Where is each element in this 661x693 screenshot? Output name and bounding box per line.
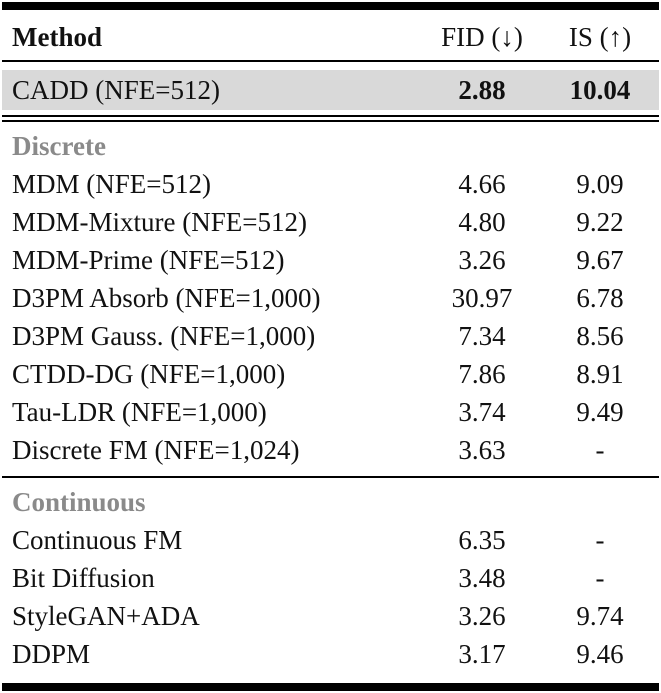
table-row: Bit Diffusion 3.48 - (2, 560, 659, 598)
spacer (2, 62, 659, 70)
table-row: CTDD-DG (NFE=1,000) 7.86 8.91 (2, 356, 659, 394)
is-cell: 6.78 (576, 283, 624, 313)
fid-cell: 7.86 (458, 359, 506, 389)
table-row: MDM-Prime (NFE=512) 3.26 9.67 (2, 242, 659, 280)
fid-cell: 6.35 (458, 525, 506, 555)
column-header-method: Method (12, 22, 102, 52)
fid-cell: 4.66 (458, 169, 506, 199)
header-rule (2, 60, 659, 62)
method-cell: StyleGAN+ADA (12, 601, 200, 631)
double-rule-bottom (2, 119, 659, 122)
method-cell: Discrete FM (NFE=1,024) (12, 435, 300, 465)
fid-cell: 3.63 (458, 435, 506, 465)
fid-cell: 3.17 (458, 639, 506, 669)
section-rule (2, 475, 659, 478)
section-discrete: Discrete MDM (NFE=512) 4.66 9.09 MDM-Mix… (2, 122, 659, 476)
table-row: MDM (NFE=512) 4.66 9.09 (2, 166, 659, 204)
method-cell: D3PM Absorb (NFE=1,000) (12, 283, 321, 313)
table-row: DDPM 3.17 9.46 (2, 636, 659, 674)
table-row: Tau-LDR (NFE=1,000) 3.74 9.49 (2, 394, 659, 432)
is-cell: 9.09 (576, 169, 624, 199)
is-cell: - (595, 525, 605, 555)
method-cell: CADD (NFE=512) (12, 74, 220, 105)
bottom-rule (2, 682, 659, 691)
table-row: Continuous FM 6.35 - (2, 522, 659, 560)
fid-cell: 4.80 (458, 207, 506, 237)
fid-cell: 3.26 (458, 245, 506, 275)
table-row: D3PM Absorb (NFE=1,000) 30.97 6.78 (2, 280, 659, 318)
fid-cell: 3.26 (458, 601, 506, 631)
method-cell: Continuous FM (12, 525, 183, 555)
double-rule-top (2, 115, 659, 117)
method-cell: MDM-Prime (NFE=512) (12, 245, 285, 275)
method-cell: DDPM (12, 639, 91, 669)
table-row: Discrete FM (NFE=1,024) 3.63 - (2, 432, 659, 470)
method-cell: CTDD-DG (NFE=1,000) (12, 359, 286, 389)
column-header-fid: FID (↓) (441, 22, 523, 52)
fid-cell: 30.97 (451, 283, 513, 313)
column-header-is: IS (↑) (568, 22, 632, 52)
fid-cell: 3.48 (458, 563, 506, 593)
section-label-discrete: Discrete (12, 131, 106, 161)
is-cell: 9.67 (576, 245, 624, 275)
method-cell: MDM-Mixture (NFE=512) (12, 207, 307, 237)
fid-cell: 3.74 (458, 397, 506, 427)
section-label-continuous: Continuous (12, 487, 146, 517)
is-cell: 10.04 (569, 74, 631, 105)
is-cell: 9.49 (576, 397, 624, 427)
table-row: StyleGAN+ADA 3.26 9.74 (2, 598, 659, 636)
table-row: D3PM Gauss. (NFE=1,000) 7.34 8.56 (2, 318, 659, 356)
is-cell: - (595, 435, 605, 465)
method-cell: D3PM Gauss. (NFE=1,000) (12, 321, 316, 351)
is-cell: 8.56 (576, 321, 624, 351)
is-cell: - (595, 563, 605, 593)
top-rule (2, 2, 659, 10)
is-cell: 8.91 (576, 359, 624, 389)
is-cell: 9.46 (576, 639, 624, 669)
is-cell: 9.74 (576, 601, 624, 631)
highlight-row-cadd: CADD (NFE=512) 2.88 10.04 (2, 70, 659, 110)
fid-cell: 7.34 (458, 321, 506, 351)
is-cell: 9.22 (576, 207, 624, 237)
method-cell: Tau-LDR (NFE=1,000) (12, 397, 267, 427)
fid-cell: 2.88 (458, 74, 506, 105)
table-header-row: Method FID (↓) IS (↑) (2, 10, 659, 60)
method-cell: MDM (NFE=512) (12, 169, 211, 199)
section-continuous: Continuous Continuous FM 6.35 - Bit Diff… (2, 478, 659, 680)
table-row: MDM-Mixture (NFE=512) 4.80 9.22 (2, 204, 659, 242)
method-cell: Bit Diffusion (12, 563, 155, 593)
